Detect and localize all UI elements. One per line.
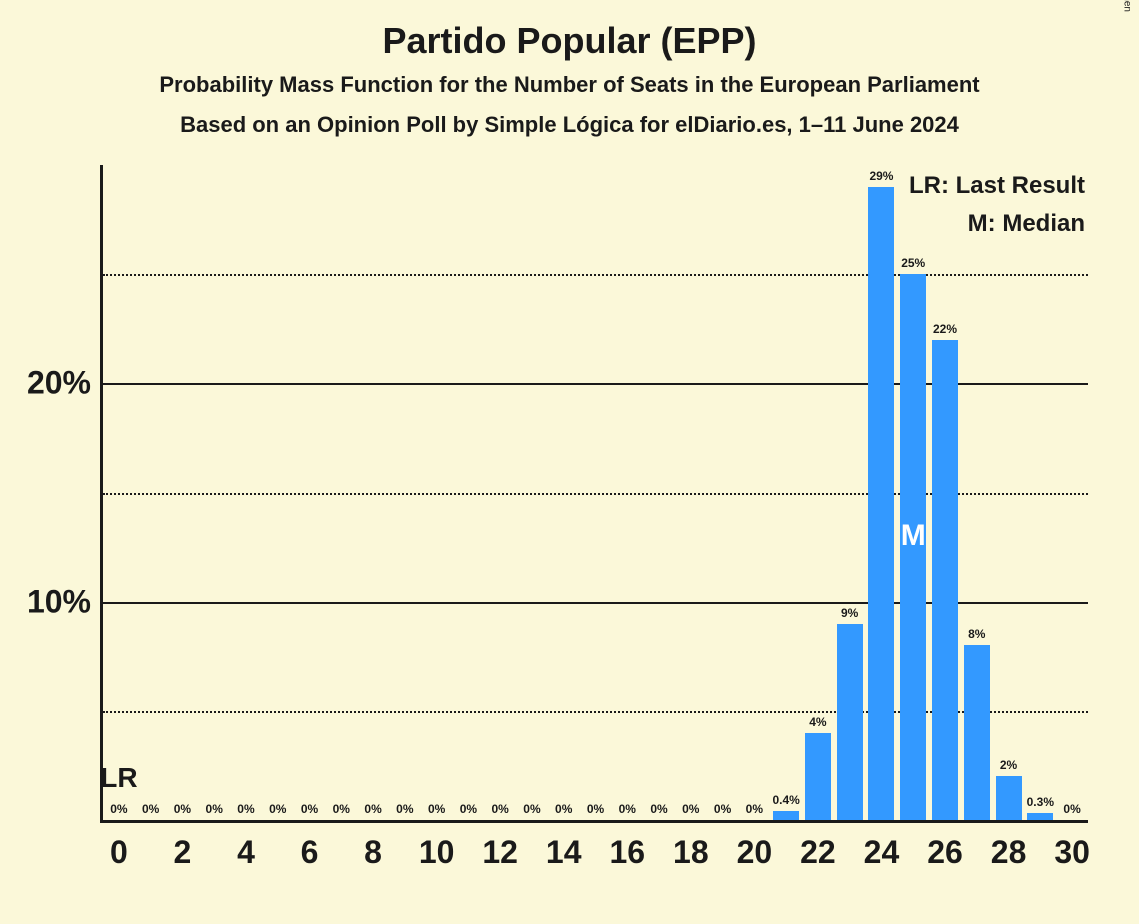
bar-value-label: 0% (682, 802, 699, 816)
bar: 9% (837, 624, 863, 821)
bar-value-label: 0% (301, 802, 318, 816)
bar-value-label: 2% (1000, 758, 1017, 772)
x-axis-label: 14 (546, 834, 582, 871)
legend-m: M: Median (103, 210, 1085, 238)
chart-title: Partido Popular (EPP) (0, 20, 1139, 62)
bar-value-label: 22% (933, 322, 957, 336)
y-axis-label: 10% (27, 583, 91, 620)
bar: 4% (805, 733, 831, 820)
bar-value-label: 0% (269, 802, 286, 816)
bar-value-label: 0% (1063, 802, 1080, 816)
bar-value-label: 0% (460, 802, 477, 816)
chart-subtitle-1: Probability Mass Function for the Number… (0, 72, 1139, 98)
chart-subtitle-2: Based on an Opinion Poll by Simple Lógic… (0, 112, 1139, 138)
bar-value-label: 0% (714, 802, 731, 816)
x-axis-label: 16 (609, 834, 645, 871)
x-axis (100, 820, 1088, 823)
x-axis-label: 8 (364, 834, 382, 871)
x-axis-label: 2 (174, 834, 192, 871)
page-root: © 2024 Filip van Laenen Partido Popular … (0, 0, 1139, 924)
bar-value-label: 0% (491, 802, 508, 816)
bar-value-label: 0% (364, 802, 381, 816)
bar-value-label: 0% (650, 802, 667, 816)
bar-value-label: 0% (523, 802, 540, 816)
bar: 2% (996, 776, 1022, 820)
x-axis-label: 24 (864, 834, 900, 871)
bar: 0.4% (773, 811, 799, 820)
x-axis-label: 26 (927, 834, 963, 871)
x-axis-label: 30 (1054, 834, 1090, 871)
x-axis-label: 18 (673, 834, 709, 871)
bar-value-label: 0.4% (772, 793, 799, 807)
bar-value-label: 0% (142, 802, 159, 816)
marker-median: M (901, 519, 926, 553)
bar-value-label: 0% (619, 802, 636, 816)
x-axis-label: 0 (110, 834, 128, 871)
bar-value-label: 0.3% (1027, 795, 1054, 809)
copyright-text: © 2024 Filip van Laenen (1122, 0, 1133, 12)
bar-value-label: 25% (901, 256, 925, 270)
x-axis-label: 20 (737, 834, 773, 871)
bar: 29% (868, 187, 894, 820)
bar-value-label: 9% (841, 606, 858, 620)
x-axis-label: 22 (800, 834, 836, 871)
x-axis-label: 6 (301, 834, 319, 871)
bar-value-label: 0% (206, 802, 223, 816)
bar: 8% (964, 645, 990, 820)
bar-value-label: 0% (110, 802, 127, 816)
bar-value-label: 0% (587, 802, 604, 816)
y-axis-label: 20% (27, 365, 91, 402)
bar-value-label: 0% (333, 802, 350, 816)
bar-value-label: 0% (174, 802, 191, 816)
x-axis-label: 28 (991, 834, 1027, 871)
y-axis (100, 165, 103, 823)
x-axis-label: 12 (482, 834, 518, 871)
legend-lr: LR: Last Result (103, 172, 1085, 200)
bar-value-label: 0% (746, 802, 763, 816)
marker-last-result: LR (100, 762, 137, 794)
grid-minor (103, 274, 1088, 276)
bar-value-label: 4% (809, 715, 826, 729)
x-axis-label: 10 (419, 834, 455, 871)
bar-value-label: 0% (428, 802, 445, 816)
bar-value-label: 0% (237, 802, 254, 816)
bar-value-label: 8% (968, 627, 985, 641)
bar: 22% (932, 340, 958, 820)
bar-value-label: 0% (555, 802, 572, 816)
bar-value-label: 0% (396, 802, 413, 816)
x-axis-label: 4 (237, 834, 255, 871)
pmf-bar-chart: 10%20%0%0%0%0%0%0%0%0%0%0%0%0%0%0%0%0%0%… (103, 165, 1088, 820)
